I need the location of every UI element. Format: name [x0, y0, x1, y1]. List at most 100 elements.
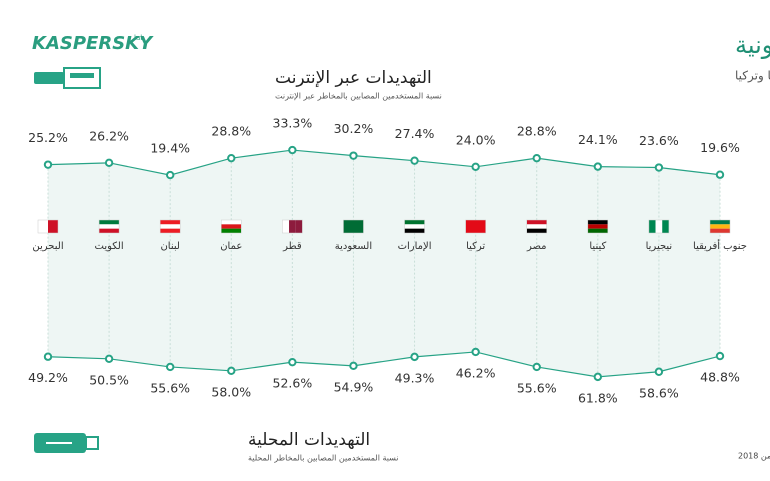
- flag-stripe: [289, 220, 296, 233]
- flag-border: [282, 219, 303, 234]
- data-point: [227, 366, 236, 375]
- data-label: 28.8%: [211, 124, 251, 139]
- category-label: عمان: [220, 241, 242, 252]
- data-label: 58.0%: [211, 384, 251, 399]
- series-description: نسبة المستخدمين المصابين بالمخاطر المحلي…: [248, 454, 399, 463]
- data-point: [43, 160, 53, 169]
- flag-stripe: [526, 228, 547, 233]
- category-label: نيجيريا: [646, 241, 673, 252]
- data-label: 25.2%: [28, 130, 68, 145]
- series-line: [47, 149, 721, 176]
- data-label: 33.3%: [273, 116, 313, 131]
- usb-icon: [34, 433, 99, 453]
- flag-stripe: [662, 220, 669, 233]
- series-description: نسبة المستخدمين المصابين بالمخاطر عبر ال…: [275, 92, 442, 102]
- data-point: [349, 361, 358, 371]
- data-point: [349, 151, 358, 160]
- data-point: [288, 145, 297, 155]
- data-point: [532, 362, 541, 372]
- data-label: 23.6%: [639, 133, 679, 148]
- flag: [98, 219, 120, 234]
- data-label: 55.6%: [517, 380, 557, 395]
- data-point: [104, 354, 114, 363]
- flag: [404, 219, 425, 234]
- flag-stripe: [160, 220, 181, 225]
- data-label: 55.6%: [150, 380, 190, 395]
- flag-border: [587, 219, 609, 234]
- data-label: 27.4%: [395, 126, 435, 141]
- band-area: [48, 150, 720, 377]
- flag-stripe: [160, 224, 181, 229]
- data-point: [288, 357, 297, 367]
- flag-border: [404, 219, 425, 234]
- chart-title: التهديدات الإلكترونية: [735, 31, 770, 59]
- flag: [587, 219, 609, 234]
- flag-stripe: [221, 224, 242, 229]
- flag-border: [465, 219, 486, 234]
- category-label: الكويت: [95, 241, 124, 252]
- chart-subtitle: في دول الشرق الأوسط، إفريقيا وتركيا: [735, 68, 770, 84]
- flag-border: [343, 219, 364, 234]
- flag: [709, 219, 731, 234]
- series-heading: التهديدات عبر الإنترنت: [275, 68, 432, 88]
- flag-stripe: [710, 220, 730, 225]
- data-point: [532, 153, 541, 163]
- cable-icon: [34, 67, 101, 89]
- flag: [648, 219, 670, 234]
- data-label: 19.6%: [700, 140, 740, 155]
- data-point: [654, 367, 664, 376]
- data-label: 26.2%: [89, 128, 129, 143]
- flag-stripe: [648, 220, 656, 233]
- data-label: 30.2%: [334, 121, 374, 136]
- category-label: البحرين: [32, 241, 63, 252]
- data-label: 24.1%: [578, 132, 618, 147]
- flag: [343, 219, 364, 234]
- data-point: [471, 347, 480, 357]
- flag-stripe: [465, 220, 486, 233]
- flag-stripe: [526, 220, 547, 225]
- data-point: [410, 156, 419, 165]
- brand-logo: KASPERSKY: [32, 33, 154, 54]
- flag-stripe: [655, 220, 663, 233]
- flag: [282, 219, 303, 234]
- data-label: 19.4%: [150, 141, 190, 156]
- flag-border: [98, 219, 120, 234]
- flag-stripe: [99, 228, 120, 233]
- flag-stripe: [587, 220, 608, 225]
- data-label: 54.9%: [334, 379, 374, 394]
- flag-border: [37, 219, 59, 234]
- data-label: 46.2%: [456, 365, 496, 380]
- flag-stripe: [221, 220, 242, 225]
- category-label: كينيا: [589, 241, 606, 252]
- flag-stripe: [160, 228, 181, 233]
- flag-border: [221, 219, 242, 234]
- flag-stripe: [48, 220, 58, 233]
- flag: [37, 219, 59, 234]
- flag-stripe: [587, 228, 608, 233]
- data-label: 49.2%: [28, 370, 68, 385]
- flag-stripe: [282, 220, 290, 233]
- flag: [221, 219, 242, 234]
- data-label: 48.8%: [700, 370, 740, 385]
- flag-stripe: [404, 228, 425, 233]
- data-point: [593, 372, 603, 382]
- flag-stripe: [710, 228, 730, 233]
- flag: [526, 219, 547, 234]
- flag-border: [648, 219, 670, 234]
- data-label: 28.8%: [517, 124, 557, 139]
- flag-border: [709, 219, 731, 234]
- flag: [159, 219, 181, 234]
- series-line: [47, 351, 721, 378]
- category-label: لبنان: [160, 241, 179, 252]
- flag-stripe: [99, 224, 120, 229]
- data-label: 50.5%: [89, 372, 129, 387]
- data-point: [104, 158, 114, 168]
- flag-border: [526, 219, 547, 234]
- flag-stripe: [343, 220, 364, 233]
- data-point: [227, 153, 236, 163]
- flag-stripe: [99, 220, 120, 225]
- flag-stripe: [38, 220, 48, 233]
- data-label: 24.0%: [456, 132, 496, 147]
